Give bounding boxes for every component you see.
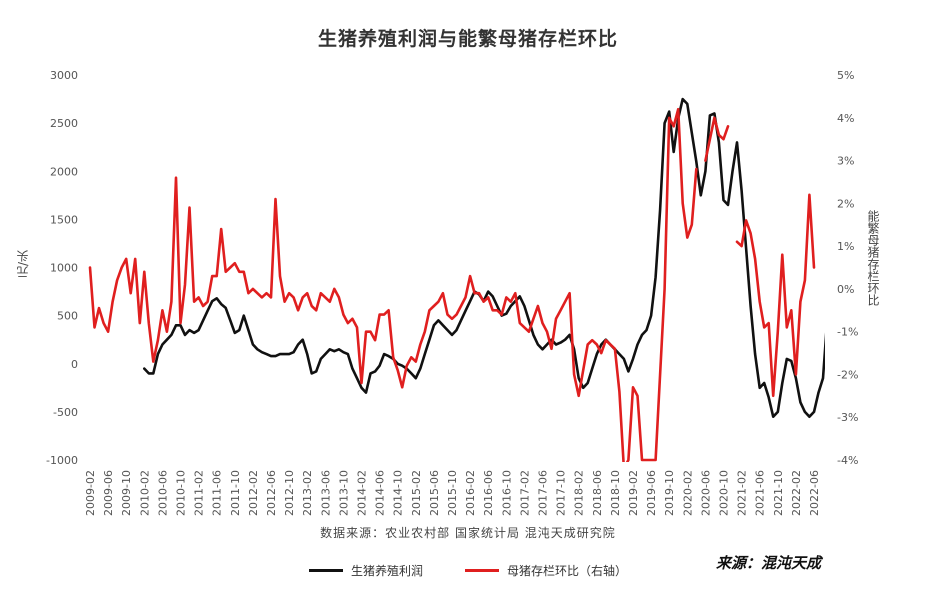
right-tick-label: 2% <box>837 197 854 210</box>
x-tick-label: 2021-06 <box>754 470 767 516</box>
x-tick-label: 2009-06 <box>102 470 115 516</box>
x-tick-label: 2009-02 <box>84 470 97 516</box>
x-tick-label: 2017-10 <box>555 470 568 516</box>
left-tick-label: 0 <box>71 358 78 371</box>
x-tick-label: 2017-06 <box>536 470 549 516</box>
right-tick-label: 1% <box>837 240 854 253</box>
left-axis-ticks: 3000 2500 2000 1500 1000 500 0 -500 -1000 <box>46 69 78 467</box>
legend-swatch-profit <box>308 569 343 572</box>
x-tick-label: 2022-06 <box>808 470 821 516</box>
x-tick-label: 2015-06 <box>428 470 441 516</box>
right-tick-label: 5% <box>837 69 854 82</box>
legend-item-sow: 母猪存栏环比（右轴） <box>465 562 627 579</box>
x-tick-label: 2018-06 <box>591 470 604 516</box>
source-note: 数据来源：农业农村部 国家统计局 混沌天成研究院 <box>320 526 616 540</box>
x-tick-label: 2013-06 <box>319 470 332 516</box>
x-tick-label: 2014-06 <box>374 470 387 516</box>
x-tick-label: 2017-02 <box>518 470 531 516</box>
left-tick-label: 1500 <box>50 213 78 226</box>
right-axis-label: 能繁母猪存栏环比 <box>866 210 880 306</box>
right-tick-label: 3% <box>837 155 854 168</box>
left-tick-label: 2000 <box>50 165 78 178</box>
legend-label-profit: 生猪养殖利润 <box>350 564 423 578</box>
x-tick-label: 2011-10 <box>229 470 242 516</box>
x-tick-label: 2020-02 <box>681 470 694 516</box>
x-tick-label: 2020-06 <box>699 470 712 516</box>
x-tick-label: 2012-02 <box>247 470 260 516</box>
legend-label-sow: 母猪存栏环比（右轴） <box>507 564 628 578</box>
x-tick-label: 2010-06 <box>156 470 169 516</box>
x-tick-label: 2018-02 <box>573 470 586 516</box>
x-tick-label: 2020-10 <box>717 470 730 516</box>
x-tick-label: 2016-06 <box>482 470 495 516</box>
x-tick-label: 2021-10 <box>772 470 785 516</box>
sow-inventory-series-line <box>88 107 816 462</box>
series-layer <box>88 97 825 462</box>
right-tick-label: -2% <box>837 368 858 381</box>
legend-item-profit: 生猪养殖利润 <box>308 562 423 579</box>
x-tick-label: 2015-02 <box>410 470 423 516</box>
legend: 生猪养殖利润 母猪存栏环比（右轴） <box>0 562 936 579</box>
right-axis-ticks: 5% 4% 3% 2% 1% 0% -1% -2% -3% -4% <box>837 69 858 467</box>
source-watermark: 来源：混沌天成 <box>716 554 822 572</box>
x-tick-label: 2022-02 <box>790 470 803 516</box>
x-tick-label: 2012-06 <box>265 470 278 516</box>
x-tick-label: 2019-10 <box>663 470 676 516</box>
left-tick-label: 3000 <box>50 69 78 82</box>
x-tick-label: 2021-02 <box>736 470 749 516</box>
right-tick-label: 4% <box>837 112 854 125</box>
x-tick-label: 2012-10 <box>283 470 296 516</box>
x-tick-label: 2011-02 <box>193 470 206 516</box>
x-tick-label: 2013-02 <box>301 470 314 516</box>
profit-series-line <box>143 97 825 418</box>
x-tick-label: 2009-10 <box>120 470 133 516</box>
chart-title: 生猪养殖利润与能繁母猪存栏环比 <box>317 28 618 50</box>
x-tick-label: 2014-02 <box>355 470 368 516</box>
right-tick-label: -4% <box>837 454 858 467</box>
right-tick-label: -3% <box>837 411 858 424</box>
left-tick-label: 500 <box>57 310 78 323</box>
x-tick-label: 2016-10 <box>500 470 513 516</box>
x-tick-label: 2010-10 <box>174 470 187 516</box>
x-tick-label: 2014-10 <box>392 470 405 516</box>
x-tick-label: 2019-02 <box>627 470 640 516</box>
left-tick-label: -500 <box>53 406 78 419</box>
x-tick-label: 2013-10 <box>337 470 350 516</box>
left-tick-label: 1000 <box>50 262 78 275</box>
x-axis-ticks: 2009-02 2009-06 2009-10 2010-02 2010-06 2010-… <box>84 470 821 516</box>
right-tick-label: 0% <box>837 283 854 296</box>
left-tick-label: 2500 <box>50 117 78 130</box>
legend-swatch-sow <box>465 569 499 572</box>
x-tick-label: 2011-06 <box>211 470 224 516</box>
x-tick-label: 2010-02 <box>138 470 151 516</box>
x-tick-label: 2019-06 <box>645 470 658 516</box>
left-axis-label: 元/头 <box>16 250 30 279</box>
x-tick-label: 2015-10 <box>446 470 459 516</box>
left-tick-label: -1000 <box>46 454 78 467</box>
right-tick-label: -1% <box>837 326 858 339</box>
x-tick-label: 2018-10 <box>609 470 622 516</box>
x-tick-label: 2016-02 <box>464 470 477 516</box>
